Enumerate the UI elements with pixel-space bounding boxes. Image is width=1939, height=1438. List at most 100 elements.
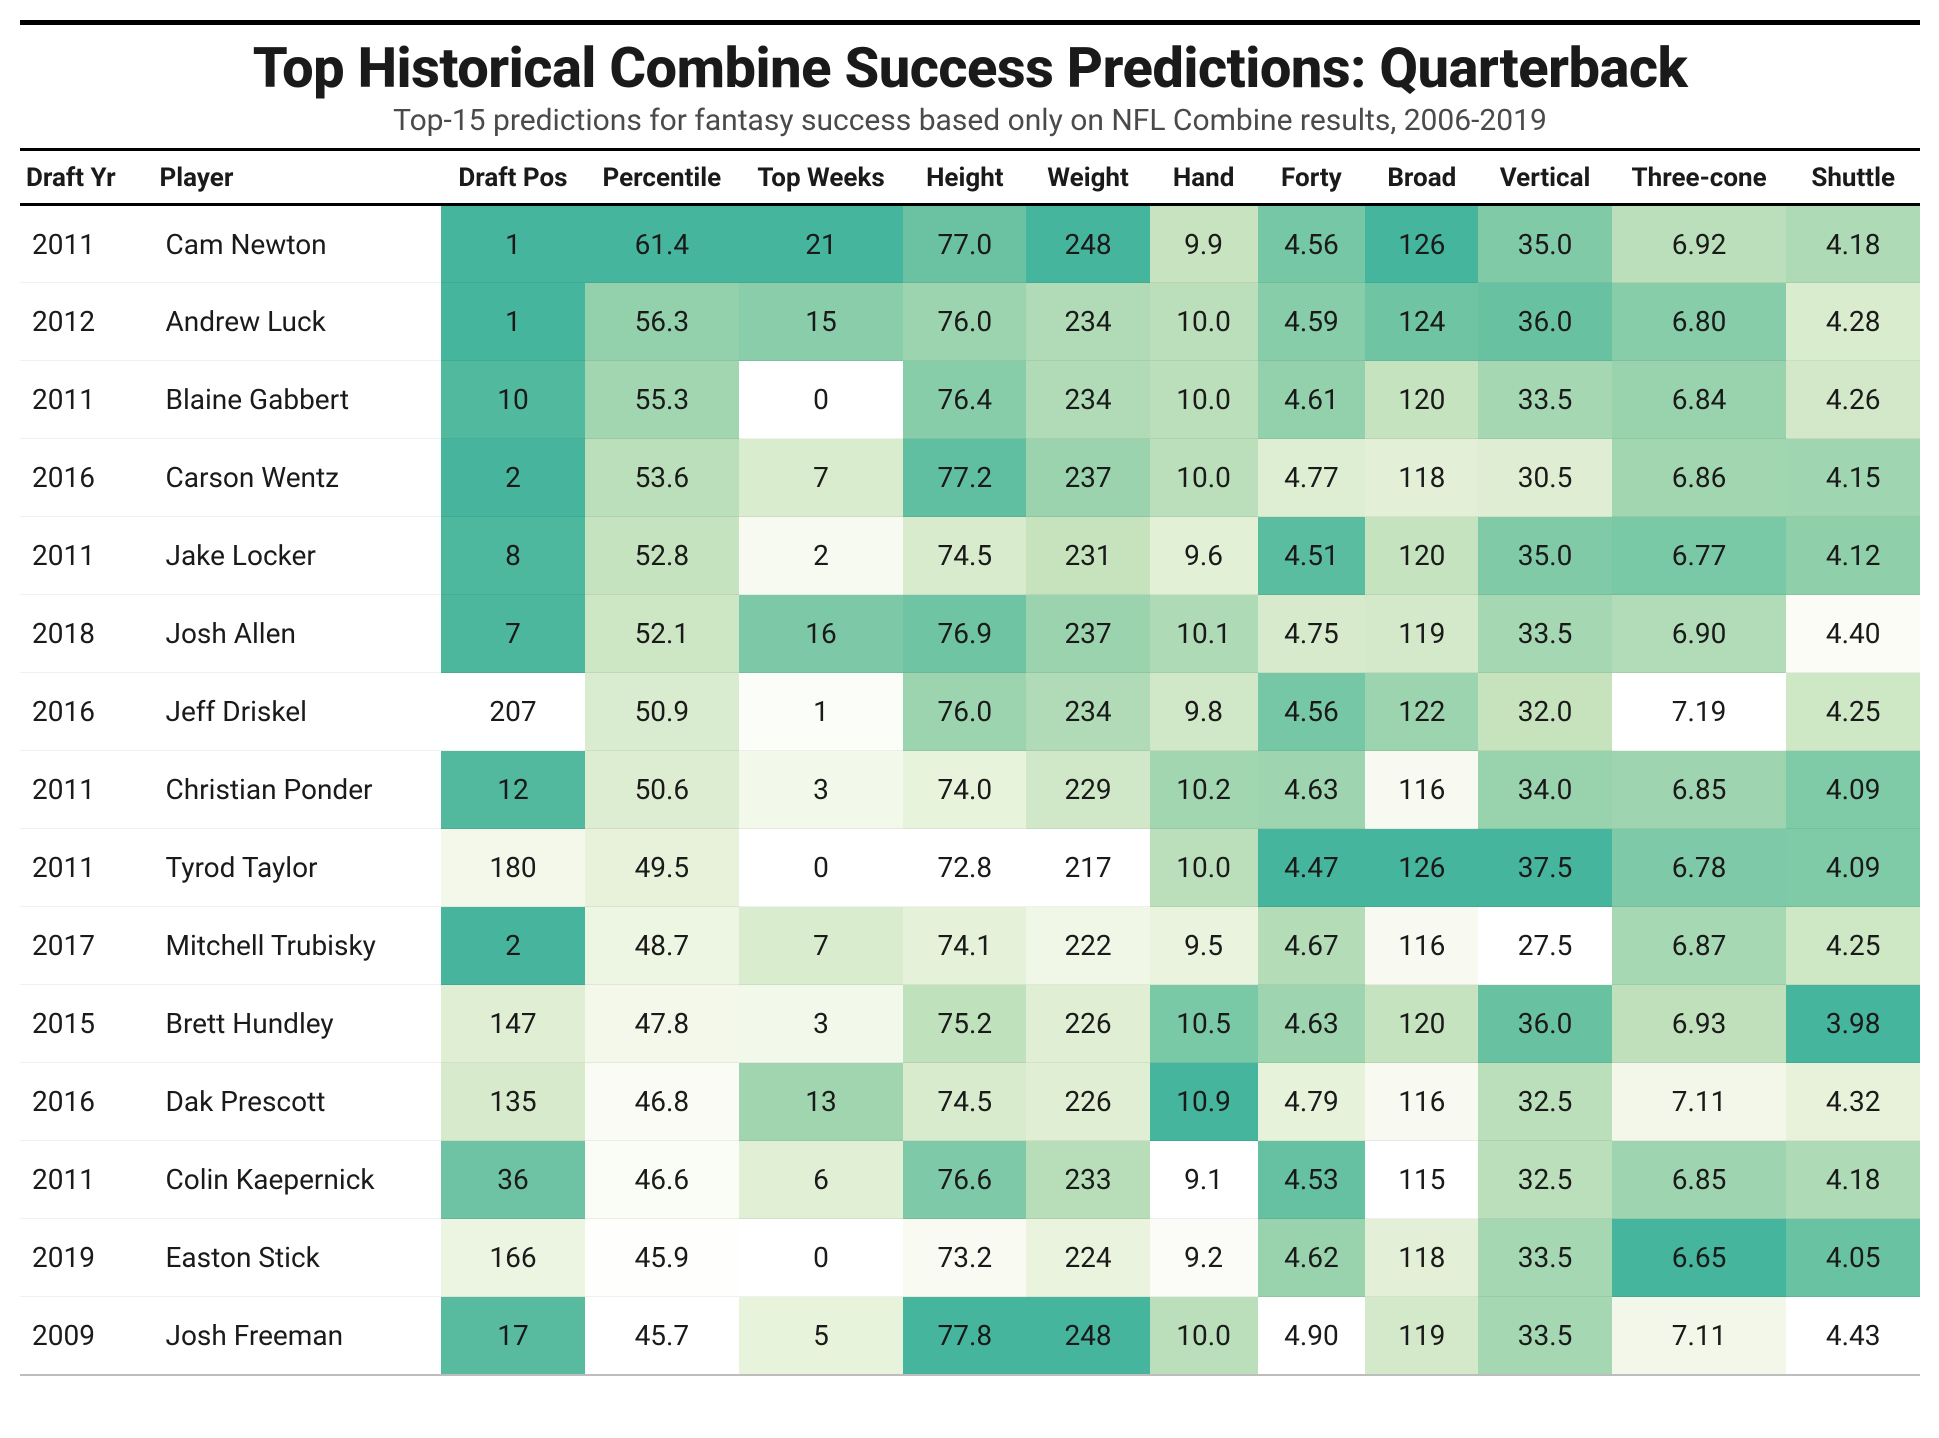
cell-vertical: 36.0 (1478, 283, 1612, 361)
cell-weight: 226 (1026, 1063, 1149, 1141)
cell-forty: 4.90 (1258, 1297, 1366, 1375)
data-table: Draft YrPlayerDraft PosPercentileTop Wee… (20, 151, 1920, 1376)
cell-forty: 4.63 (1258, 751, 1366, 829)
cell-weight: 224 (1026, 1219, 1149, 1297)
cell-three_cone: 6.84 (1612, 361, 1787, 439)
cell-height: 74.5 (903, 1063, 1026, 1141)
cell-weight: 231 (1026, 517, 1149, 595)
cell-top_weeks: 7 (739, 907, 903, 985)
table-row: 2011Colin Kaepernick3646.6676.62339.14.5… (20, 1141, 1920, 1219)
cell-top_weeks: 1 (739, 673, 903, 751)
cell-draft_yr: 2016 (20, 1063, 154, 1141)
cell-hand: 10.0 (1150, 361, 1258, 439)
cell-broad: 124 (1365, 283, 1478, 361)
cell-hand: 10.0 (1150, 283, 1258, 361)
table-row: 2018Josh Allen752.11676.923710.14.751193… (20, 595, 1920, 673)
table-row: 2011Blaine Gabbert1055.3076.423410.04.61… (20, 361, 1920, 439)
cell-three_cone: 6.86 (1612, 439, 1787, 517)
cell-draft_yr: 2016 (20, 439, 154, 517)
cell-percentile: 49.5 (585, 829, 739, 907)
cell-top_weeks: 16 (739, 595, 903, 673)
col-percentile: Percentile (585, 151, 739, 205)
cell-height: 76.4 (903, 361, 1026, 439)
cell-top_weeks: 15 (739, 283, 903, 361)
col-broad: Broad (1365, 151, 1478, 205)
col-shuttle: Shuttle (1786, 151, 1920, 205)
cell-weight: 234 (1026, 283, 1149, 361)
cell-percentile: 48.7 (585, 907, 739, 985)
cell-hand: 9.2 (1150, 1219, 1258, 1297)
col-draft_pos: Draft Pos (441, 151, 585, 205)
cell-percentile: 47.8 (585, 985, 739, 1063)
cell-forty: 4.63 (1258, 985, 1366, 1063)
cell-vertical: 30.5 (1478, 439, 1612, 517)
cell-weight: 234 (1026, 361, 1149, 439)
table-row: 2017Mitchell Trubisky248.7774.12229.54.6… (20, 907, 1920, 985)
cell-broad: 122 (1365, 673, 1478, 751)
cell-shuttle: 3.98 (1786, 985, 1920, 1063)
cell-player: Josh Allen (154, 595, 442, 673)
cell-top_weeks: 0 (739, 829, 903, 907)
cell-draft_yr: 2009 (20, 1297, 154, 1375)
cell-vertical: 35.0 (1478, 517, 1612, 595)
cell-top_weeks: 3 (739, 751, 903, 829)
table-row: 2015Brett Hundley14747.8375.222610.54.63… (20, 985, 1920, 1063)
cell-vertical: 33.5 (1478, 1297, 1612, 1375)
cell-three_cone: 7.11 (1612, 1297, 1787, 1375)
cell-forty: 4.75 (1258, 595, 1366, 673)
cell-shuttle: 4.26 (1786, 361, 1920, 439)
cell-percentile: 55.3 (585, 361, 739, 439)
cell-height: 75.2 (903, 985, 1026, 1063)
cell-broad: 119 (1365, 595, 1478, 673)
cell-height: 76.9 (903, 595, 1026, 673)
cell-vertical: 32.5 (1478, 1063, 1612, 1141)
cell-hand: 10.5 (1150, 985, 1258, 1063)
cell-forty: 4.56 (1258, 673, 1366, 751)
cell-player: Carson Wentz (154, 439, 442, 517)
cell-shuttle: 4.32 (1786, 1063, 1920, 1141)
cell-shuttle: 4.43 (1786, 1297, 1920, 1375)
cell-draft_yr: 2012 (20, 283, 154, 361)
cell-broad: 118 (1365, 1219, 1478, 1297)
cell-height: 74.0 (903, 751, 1026, 829)
cell-vertical: 33.5 (1478, 1219, 1612, 1297)
cell-draft_yr: 2018 (20, 595, 154, 673)
cell-top_weeks: 13 (739, 1063, 903, 1141)
col-vertical: Vertical (1478, 151, 1612, 205)
cell-draft_yr: 2016 (20, 673, 154, 751)
cell-broad: 126 (1365, 829, 1478, 907)
cell-shuttle: 4.18 (1786, 205, 1920, 283)
table-container: Top Historical Combine Success Predictio… (20, 20, 1920, 1376)
cell-weight: 226 (1026, 985, 1149, 1063)
cell-broad: 115 (1365, 1141, 1478, 1219)
cell-hand: 9.8 (1150, 673, 1258, 751)
cell-height: 77.2 (903, 439, 1026, 517)
cell-shuttle: 4.09 (1786, 751, 1920, 829)
cell-vertical: 36.0 (1478, 985, 1612, 1063)
cell-percentile: 53.6 (585, 439, 739, 517)
cell-draft_pos: 36 (441, 1141, 585, 1219)
cell-three_cone: 6.85 (1612, 1141, 1787, 1219)
cell-draft_yr: 2011 (20, 1141, 154, 1219)
cell-height: 73.2 (903, 1219, 1026, 1297)
cell-draft_pos: 8 (441, 517, 585, 595)
cell-shuttle: 4.09 (1786, 829, 1920, 907)
cell-broad: 116 (1365, 1063, 1478, 1141)
cell-forty: 4.56 (1258, 205, 1366, 283)
cell-height: 76.6 (903, 1141, 1026, 1219)
cell-shuttle: 4.05 (1786, 1219, 1920, 1297)
cell-hand: 10.0 (1150, 439, 1258, 517)
cell-draft_pos: 12 (441, 751, 585, 829)
table-header-row: Draft YrPlayerDraft PosPercentileTop Wee… (20, 151, 1920, 205)
cell-weight: 217 (1026, 829, 1149, 907)
cell-draft_yr: 2017 (20, 907, 154, 985)
cell-three_cone: 6.65 (1612, 1219, 1787, 1297)
cell-forty: 4.61 (1258, 361, 1366, 439)
cell-three_cone: 6.77 (1612, 517, 1787, 595)
cell-weight: 237 (1026, 439, 1149, 517)
cell-shuttle: 4.25 (1786, 673, 1920, 751)
cell-hand: 10.0 (1150, 829, 1258, 907)
cell-player: Cam Newton (154, 205, 442, 283)
cell-percentile: 45.7 (585, 1297, 739, 1375)
cell-three_cone: 6.87 (1612, 907, 1787, 985)
